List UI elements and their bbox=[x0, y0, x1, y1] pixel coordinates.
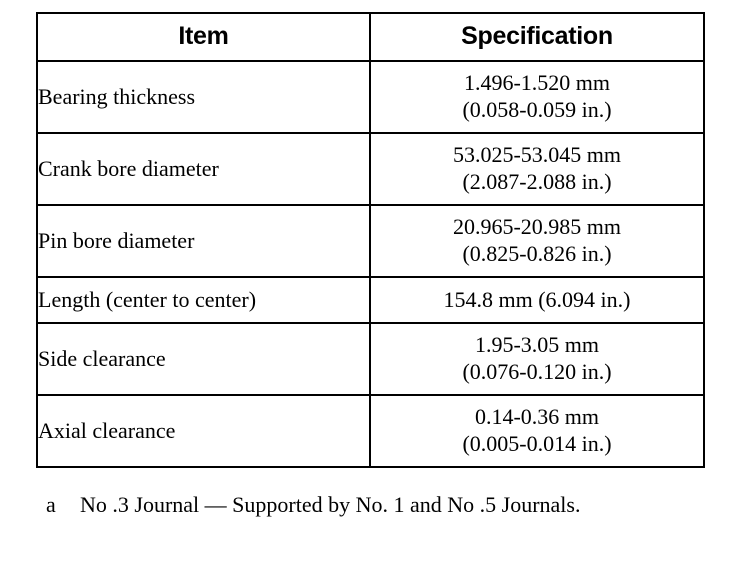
spec-value-imperial: (0.076-0.120 in.) bbox=[462, 359, 612, 384]
footnote-text: No .3 Journal — Supported by No. 1 and N… bbox=[80, 492, 581, 517]
footnote: a No .3 Journal — Supported by No. 1 and… bbox=[46, 489, 706, 520]
cell-specification: 154.8 mm (6.094 in.) bbox=[369, 276, 705, 324]
spec-value-metric: 1.496-1.520 mm bbox=[463, 70, 611, 96]
specification-table: Item Specification Bearing thickness 1.49… bbox=[36, 12, 705, 468]
table-row: Pin bore diameter 20.965-20.985 mm (0.825-… bbox=[36, 204, 705, 278]
cell-specification: 1.95-3.05 mm (0.076-0.120 in.) bbox=[369, 322, 705, 396]
spec-value-imperial: (0.005-0.014 in.) bbox=[462, 431, 612, 456]
table-row: Length (center to center) 154.8 mm (6.094… bbox=[36, 276, 705, 324]
spec-value-imperial: (0.825-0.826 in.) bbox=[462, 241, 612, 266]
table-row: Bearing thickness 1.496-1.520 mm (0.058-0.… bbox=[36, 60, 705, 134]
column-header-item: Item bbox=[36, 12, 371, 62]
cell-item: Axial clearance bbox=[36, 394, 371, 468]
cell-item: Pin bore diameter bbox=[36, 204, 371, 278]
cell-specification: 0.14-0.36 mm (0.005-0.014 in.) bbox=[369, 394, 705, 468]
spec-value-metric: 1.95-3.05 mm bbox=[474, 332, 600, 358]
cell-item: Length (center to center) bbox=[36, 276, 371, 324]
cell-specification: 1.496-1.520 mm (0.058-0.059 in.) bbox=[369, 60, 705, 134]
cell-specification: 20.965-20.985 mm (0.825-0.826 in.) bbox=[369, 204, 705, 278]
cell-specification: 53.025-53.045 mm (2.087-2.088 in.) bbox=[369, 132, 705, 206]
cell-item: Crank bore diameter bbox=[36, 132, 371, 206]
spec-value-metric: 20.965-20.985 mm bbox=[452, 214, 622, 240]
spec-value-imperial: (0.058-0.059 in.) bbox=[462, 97, 612, 122]
spec-value-metric: 154.8 mm (6.094 in.) bbox=[443, 286, 631, 312]
footnote-marker: a bbox=[46, 492, 56, 517]
cell-item: Bearing thickness bbox=[36, 60, 371, 134]
table-body: Bearing thickness 1.496-1.520 mm (0.058-0.… bbox=[36, 60, 705, 468]
table-row: Axial clearance 0.14-0.36 mm (0.005-0.014 … bbox=[36, 394, 705, 468]
spec-value-metric: 53.025-53.045 mm bbox=[452, 142, 622, 168]
table-row: Crank bore diameter 53.025-53.045 mm (2.08… bbox=[36, 132, 705, 206]
table-header: Item Specification bbox=[36, 12, 705, 62]
table-header-row: Item Specification bbox=[36, 12, 705, 62]
spec-value-imperial: (2.087-2.088 in.) bbox=[462, 169, 612, 194]
cell-item: Side clearance bbox=[36, 322, 371, 396]
column-header-specification: Specification bbox=[369, 12, 705, 62]
table-row: Side clearance 1.95-3.05 mm (0.076-0.120 i… bbox=[36, 322, 705, 396]
spec-value-metric: 0.14-0.36 mm bbox=[474, 404, 600, 430]
